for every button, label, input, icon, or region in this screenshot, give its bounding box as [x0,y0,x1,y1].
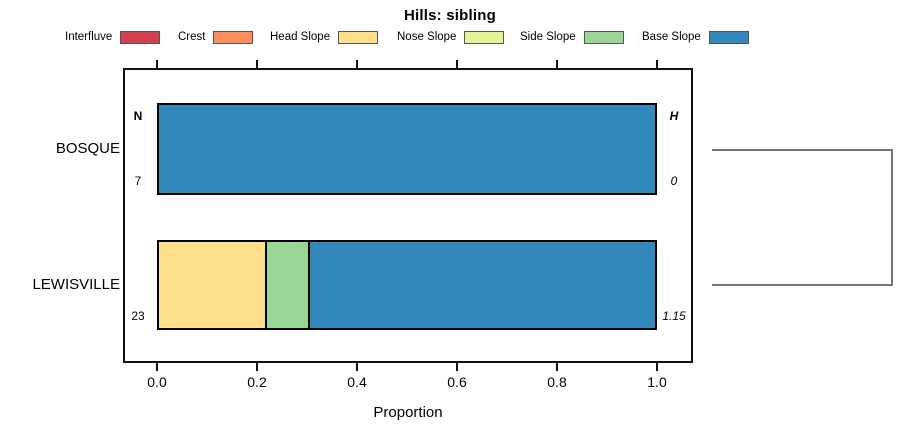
tick-top [156,60,158,68]
legend-swatch-base-slope [708,30,749,44]
n-value-bosque: 7 [134,174,142,188]
x-tick-label: 0.6 [447,374,467,390]
x-tick-label: 1.0 [647,374,667,390]
tick-bottom [356,363,358,371]
tick-bottom [156,363,158,371]
bar-segment-base-slope [309,242,655,328]
x-tick-label: 0.2 [247,374,267,390]
x-tick-label: 0.4 [347,374,367,390]
row-label-lewisville: LEWISVILLE [32,276,120,293]
legend-item-side-slope: Side Slope [520,29,624,45]
tick-bottom [456,363,458,371]
tick-bottom [256,363,258,371]
legend-item-base-slope: Base Slope [642,29,749,45]
legend-label: Crest [178,31,206,43]
legend-swatch-crest [213,30,254,44]
x-tick-label: 0.8 [547,374,567,390]
x-tick-label: 0.0 [147,374,167,390]
stacked-bar-lewisville [157,240,657,330]
legend-item-head-slope: Head Slope [270,29,379,45]
bar-segment-head-slope [159,242,267,328]
stacked-bar-bosque [157,103,657,195]
dendrogram-branch-bottom [712,284,893,286]
h-column-header: H [669,109,679,123]
legend-swatch-side-slope [583,30,624,44]
h-value-bosque: 0 [670,174,678,188]
legend-swatch-nose-slope [464,30,505,44]
row-label-bosque: BOSQUE [55,140,120,157]
legend-item-nose-slope: Nose Slope [397,29,505,45]
tick-top [556,60,558,68]
dendrogram-join [891,149,893,286]
tick-top [356,60,358,68]
legend-swatch-interfluve [120,30,161,44]
tick-bottom [556,363,558,371]
n-column-header: N [133,109,143,123]
x-axis-title: Proportion [373,404,443,421]
tick-bottom [656,363,658,371]
legend: Interfluve Crest Head Slope Nose Slope Side … [0,0,900,50]
legend-label: Base Slope [642,31,701,43]
legend-label: Interfluve [65,31,113,43]
n-value-lewisville: 23 [131,309,145,323]
bar-segment-base-slope [159,105,655,193]
bar-segment-side-slope [266,242,310,328]
tick-top [456,60,458,68]
chart-title: Hills: sibling [404,7,496,24]
tick-top [656,60,658,68]
dendrogram-branch-top [712,149,893,151]
h-value-lewisville: 1.15 [662,309,686,323]
legend-swatch-head-slope [338,30,379,44]
legend-label: Nose Slope [397,31,457,43]
legend-item-crest: Crest [178,29,254,45]
legend-label: Head Slope [270,31,331,43]
legend-label: Side Slope [520,31,576,43]
legend-item-interfluve: Interfluve [65,29,161,45]
tick-top [256,60,258,68]
